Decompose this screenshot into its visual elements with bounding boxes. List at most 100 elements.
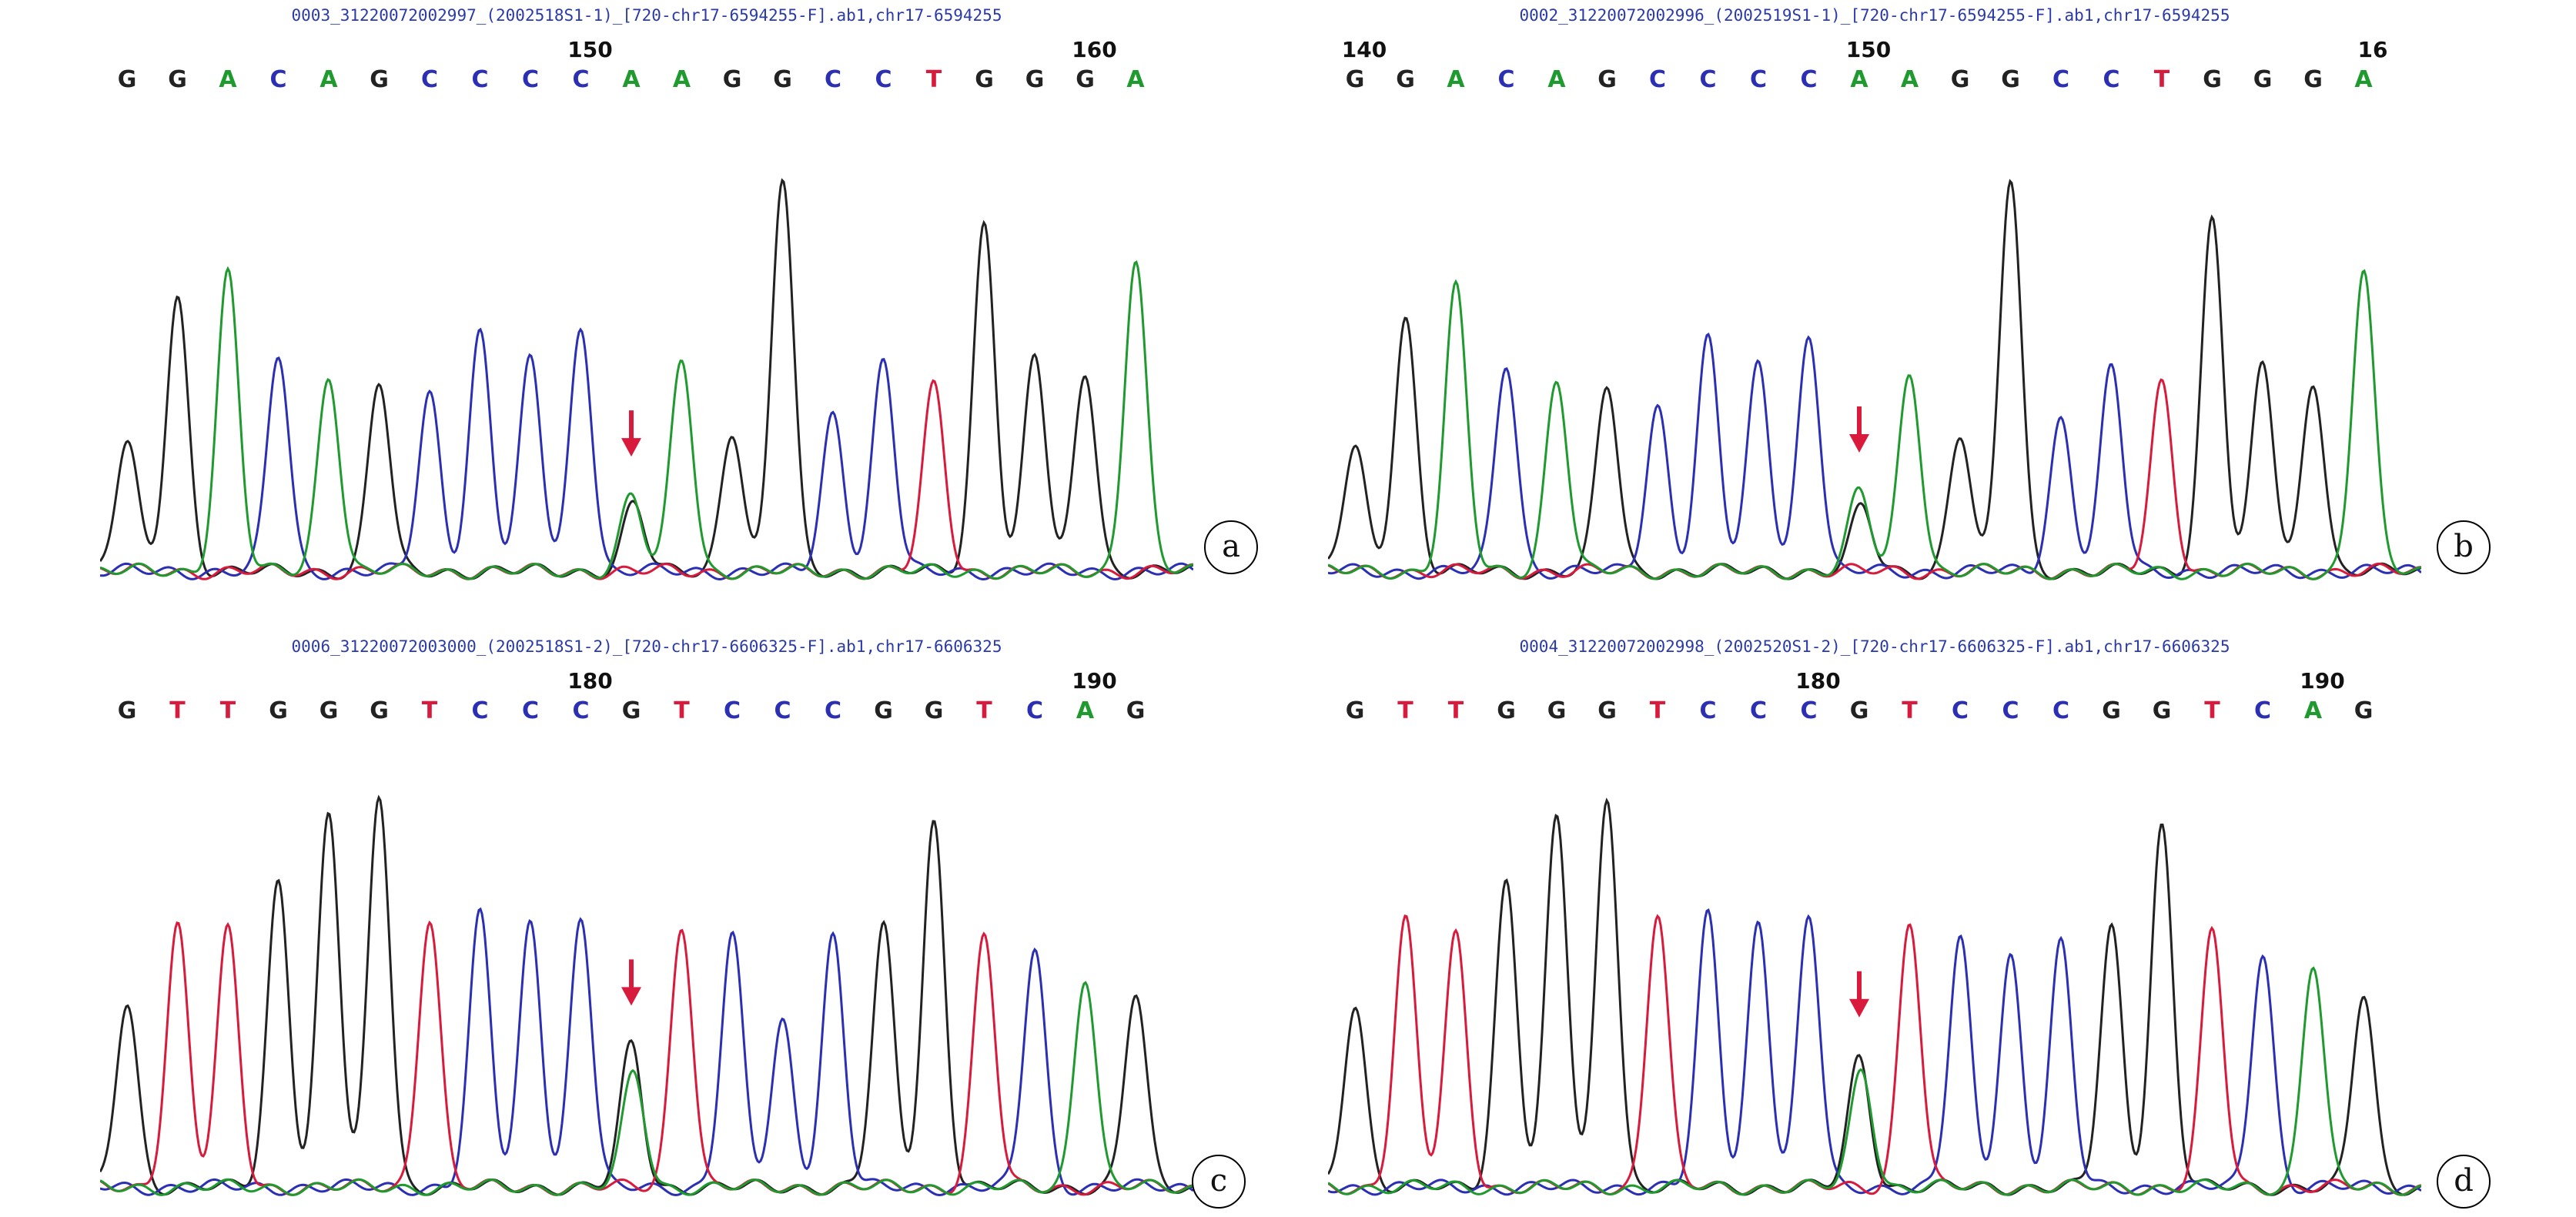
base-call: A [2303,697,2323,724]
base-call: G [1396,66,1415,93]
base-call: T [421,697,438,724]
base-call: G [773,66,792,93]
base-call: C [2103,66,2120,93]
base-call: G [1597,697,1617,724]
position-label: 150 [567,37,613,62]
chromatogram-trace [100,178,1193,581]
position-label: 180 [1795,668,1841,694]
base-call: G [319,697,339,724]
base-call: A [319,66,338,93]
position-label: 140 [1341,37,1387,62]
base-call: G [1849,697,1869,724]
base-call: G [117,66,137,93]
heterozygous-arrow [621,410,641,457]
base-call: A [1126,66,1145,93]
base-call: A [672,66,691,93]
panel-letter: c [1192,1155,1246,1209]
base-call: C [774,697,791,724]
base-call: C [1749,66,1768,93]
panel-letter: a [1204,520,1258,574]
base-call: C [2052,66,2070,93]
base-call: A [1850,66,1868,93]
base-call: C [1800,697,1818,724]
base-call: C [2002,697,2019,724]
base-call: G [117,697,137,724]
base-call: G [722,66,742,93]
base-call: G [975,66,994,93]
base-call: G [370,697,389,724]
base-call: C [269,66,287,93]
base-call: C [521,697,540,724]
base-call: G [1076,66,1095,93]
base-call: G [924,697,944,724]
panel-title: 0004_31220072002998_(2002520S1-2)_[720-c… [1519,637,2230,656]
heterozygous-arrow [1849,406,1869,453]
base-call: T [1447,697,1464,724]
base-call: T [2204,697,2220,724]
base-call: G [1497,697,1516,724]
trace-c [100,907,1193,1197]
base-call: G [874,697,893,724]
base-call: C [1951,697,1969,724]
base-call: C [2052,697,2070,724]
base-call: G [1547,697,1567,724]
base-call: A [219,66,237,93]
panel-letter: b [2437,520,2491,574]
base-call: G [269,697,288,724]
base-call: T [2153,66,2170,93]
trace-g [1328,179,2421,580]
base-call: A [622,66,641,93]
base-call: T [219,697,236,724]
base-call: G [1597,66,1617,93]
base-call: G [2102,697,2121,724]
base-call: C [1800,66,1818,93]
chromatogram-trace [100,794,1193,1197]
base-call: G [1025,66,1045,93]
base-call: G [1950,66,1970,93]
base-call: G [1126,697,1146,724]
base-call: A [2354,66,2373,93]
base-call: G [2253,66,2273,93]
base-call-sequence: G G A C A G C C C C A A G G C C T G G G A 140 150 16 [1328,37,2421,106]
base-call: G [168,66,187,93]
base-call-sequence: G G A C A G C C C C A A G G C C T G G G A 150 160 [100,37,1193,106]
base-call: G [2354,697,2374,724]
base-call: C [1497,66,1515,93]
base-call: G [2203,66,2222,93]
base-call: C [1648,66,1667,93]
base-call: G [370,66,389,93]
heterozygous-arrow [621,959,641,1006]
position-label: 190 [2300,668,2345,694]
position-label: 180 [567,668,613,694]
base-call: T [674,697,690,724]
position-label: 190 [1072,668,1117,694]
trace-g [100,178,1193,580]
panel-letter: d [2437,1155,2491,1209]
base-call: T [1649,697,1666,724]
base-call: G [621,697,641,724]
base-call: G [1345,697,1365,724]
base-call: C [420,66,439,93]
base-call: G [2001,66,2020,93]
base-call: C [1699,697,1717,724]
heterozygous-arrow [1849,971,1869,1018]
base-call: C [824,697,842,724]
base-call: T [925,66,942,93]
trace-a [100,260,1193,580]
base-call: T [976,697,992,724]
base-call: T [1902,697,1918,724]
base-call: C [723,697,741,724]
base-call: C [1699,66,1717,93]
base-call: C [875,66,892,93]
trace-a [1328,269,2421,580]
trace-a [100,981,1193,1196]
panel-title: 0002_31220072002996_(2002519S1-1)_[720-c… [1519,6,2230,25]
base-call: C [824,66,842,93]
panel-c: 0006_31220072003000_(2002518S1-2)_[720-c… [100,631,1246,1217]
base-call: G [2303,66,2323,93]
panel-title: 0003_31220072002997_(2002518S1-1)_[720-c… [291,6,1002,25]
base-call-sequence: G T T G G G T C C C G T C C C G G T C A G 180 190 [100,668,1193,737]
position-label: 150 [1845,37,1892,62]
trace-c [1328,908,2421,1196]
position-label: 160 [1072,37,1117,62]
